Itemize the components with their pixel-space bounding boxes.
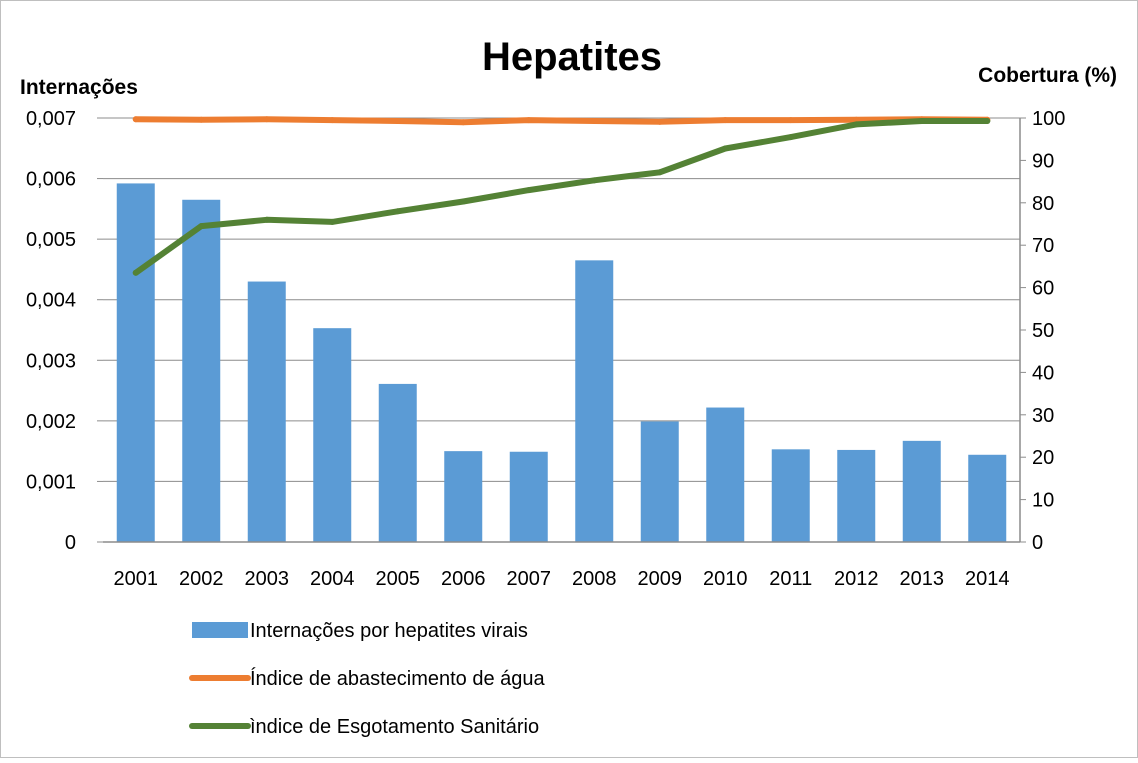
x-tick-label: 2011: [769, 568, 812, 590]
series-0-point-2001: [132, 116, 139, 123]
series-1-point-2008: [591, 177, 598, 184]
right-tick-label: 10: [1032, 490, 1054, 512]
bar-2001: [116, 183, 155, 542]
series-1-point-2010: [722, 145, 729, 152]
legend-label: Índice de abastecimento de água: [250, 667, 546, 690]
series-0-point-2005: [394, 117, 401, 124]
bar-2014: [968, 454, 1007, 542]
series-1-point-2007: [525, 187, 532, 194]
legend-label: Internações por hepatites virais: [250, 620, 528, 642]
series-line-0: [132, 116, 991, 126]
series-1-point-2013: [918, 117, 925, 124]
x-tick-label: 2001: [114, 568, 159, 590]
series-1-point-2012: [853, 121, 860, 128]
bar-series: [116, 183, 1007, 542]
left-tick-label: 0,001: [26, 471, 76, 493]
x-tick-label: 2002: [179, 568, 224, 590]
right-tick-label: 40: [1032, 362, 1054, 384]
series-1-point-2006: [460, 198, 467, 205]
left-tick-label: 0,005: [26, 229, 76, 251]
x-tick-label: 2014: [965, 568, 1010, 590]
left-axis-title: Internações: [20, 76, 138, 99]
x-tick-label: 2010: [703, 568, 748, 590]
series-1-point-2009: [656, 169, 663, 176]
bar-2005: [378, 383, 417, 542]
bar-2013: [902, 440, 941, 542]
right-tick-label: 50: [1032, 320, 1054, 342]
series-0-point-2003: [263, 116, 270, 123]
right-tick-label: 70: [1032, 235, 1054, 257]
series-0-point-2012: [853, 116, 860, 123]
bar-2007: [509, 451, 548, 542]
right-axis-title: Cobertura (%): [978, 64, 1117, 87]
left-tick-label: 0,002: [26, 411, 76, 433]
series-1-point-2014: [984, 117, 991, 124]
x-tick-label: 2012: [834, 568, 879, 590]
x-tick-label: 2007: [507, 568, 552, 590]
series-1-point-2001: [132, 269, 139, 276]
right-tick-label: 60: [1032, 278, 1054, 300]
bar-2012: [837, 449, 876, 542]
x-tick-label: 2009: [638, 568, 683, 590]
x-tick-label: 2003: [245, 568, 290, 590]
legend-label: ìndice de Esgotamento Sanitário: [250, 716, 539, 738]
left-tick-label: 0,004: [26, 290, 76, 312]
x-tick-label: 2008: [572, 568, 617, 590]
series-0-point-2002: [198, 116, 205, 123]
series-1-point-2005: [394, 208, 401, 215]
bar-2009: [640, 421, 679, 542]
tick-labels: 0 0,001 0,002 0,003 0,004 0,005 0,006 0,007 0 10 2…: [26, 108, 1065, 590]
series-1-point-2003: [263, 216, 270, 223]
bar-2010: [706, 407, 745, 542]
bar-2003: [247, 281, 286, 542]
bar-2002: [182, 199, 221, 542]
series-line-1: [132, 118, 991, 276]
axes: [97, 117, 1026, 543]
series-0-point-2010: [722, 117, 729, 124]
right-tick-label: 30: [1032, 405, 1054, 427]
series-0-point-2007: [525, 117, 532, 124]
series-0-point-2009: [656, 118, 663, 125]
right-tick-label: 80: [1032, 193, 1054, 215]
series-0-point-2011: [787, 117, 794, 124]
left-tick-label: 0,007: [26, 108, 76, 130]
x-tick-label: 2005: [376, 568, 421, 590]
legend: Internações por hepatites virais Índice d…: [189, 620, 546, 738]
x-tick-label: 2013: [900, 568, 945, 590]
chart-title: Hepatites: [482, 35, 662, 79]
series-0-point-2008: [591, 117, 598, 124]
series-0-point-2004: [329, 117, 336, 124]
right-tick-label: 90: [1032, 150, 1054, 172]
bar-2006: [444, 451, 483, 542]
left-tick-label: 0: [65, 532, 76, 554]
line-series: [132, 116, 991, 276]
series-0-point-2006: [460, 119, 467, 126]
bar-2004: [313, 328, 352, 542]
right-tick-label: 20: [1032, 447, 1054, 469]
series-1-point-2002: [198, 223, 205, 230]
right-tick-label: 100: [1032, 108, 1065, 130]
right-tick-label: 0: [1032, 532, 1043, 554]
x-tick-label: 2006: [441, 568, 486, 590]
left-tick-label: 0,003: [26, 350, 76, 372]
bar-2008: [575, 260, 614, 542]
bar-2011: [771, 449, 810, 542]
left-tick-label: 0,006: [26, 169, 76, 191]
series-1-point-2004: [329, 218, 336, 225]
legend-swatch-bar: [192, 622, 248, 638]
series-1-point-2011: [787, 134, 794, 141]
x-tick-label: 2004: [310, 568, 355, 590]
